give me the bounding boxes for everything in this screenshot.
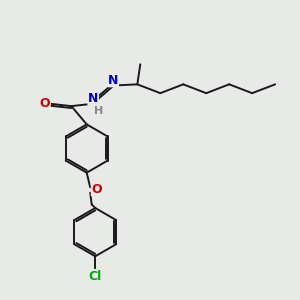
Text: H: H	[94, 106, 104, 116]
Text: N: N	[88, 92, 98, 105]
Text: O: O	[92, 183, 102, 196]
Text: Cl: Cl	[88, 269, 102, 283]
Text: N: N	[108, 74, 119, 87]
Text: O: O	[40, 97, 50, 110]
